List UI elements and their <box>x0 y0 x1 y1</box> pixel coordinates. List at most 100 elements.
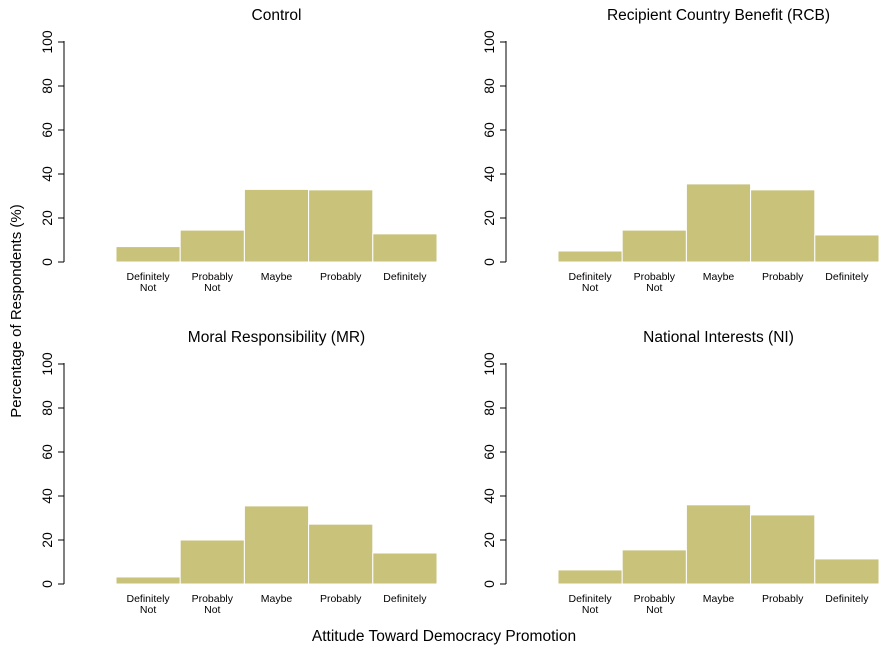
y-tick-label: 20 <box>39 210 55 226</box>
bar-4 <box>308 523 374 585</box>
bar-1 <box>557 569 623 585</box>
x-tick-label-line: Definitely <box>569 593 613 605</box>
x-tick-label-line: Probably <box>634 271 676 283</box>
x-tick-label: Definitely <box>825 271 869 283</box>
y-tick-label: 80 <box>39 78 55 94</box>
y-tick-label: 60 <box>39 444 55 460</box>
x-tick-label: Maybe <box>261 271 293 283</box>
x-tick-label: Definitely <box>383 593 427 605</box>
x-tick-label: Definitely Not <box>127 271 171 294</box>
x-tick-label: Definitely Not <box>569 271 613 294</box>
bar-4 <box>308 189 374 263</box>
bar-5 <box>814 558 880 585</box>
bar-2 <box>621 549 687 585</box>
bar-3 <box>243 505 310 585</box>
x-tick-label-line: Probably <box>192 271 234 283</box>
bar-2 <box>621 229 687 263</box>
y-tick-label: 0 <box>481 258 497 266</box>
y-tick-label: 60 <box>481 444 497 460</box>
bar-3 <box>243 188 310 263</box>
y-tick-label: 0 <box>39 580 55 588</box>
x-tick-label-line: Probably <box>320 593 362 605</box>
y-tick-label: 20 <box>39 532 55 548</box>
panel-title: Moral Responsibility (MR) <box>188 329 365 346</box>
y-tick-label: 40 <box>481 488 497 504</box>
y-tick-label: 60 <box>39 122 55 138</box>
x-tick-label-line: Not <box>646 604 662 616</box>
x-tick-label-line: Not <box>582 604 598 616</box>
bar-2 <box>179 229 245 263</box>
y-tick-label: 60 <box>481 122 497 138</box>
x-tick-label-line: Probably <box>762 593 804 605</box>
bar-4 <box>750 189 816 263</box>
x-tick-label-line: Definitely <box>383 271 427 283</box>
x-tick-label-line: Not <box>204 282 220 294</box>
x-tick-label: Maybe <box>261 593 293 605</box>
x-tick-label: Probably Not <box>634 271 676 294</box>
x-tick-label-line: Probably <box>762 271 804 283</box>
bar-4 <box>750 514 816 585</box>
x-tick-label: Probably Not <box>192 271 234 294</box>
x-tick-label-line: Definitely <box>383 593 427 605</box>
y-tick-label: 80 <box>481 400 497 416</box>
x-tick-label: Maybe <box>703 271 735 283</box>
y-tick-label: 0 <box>39 258 55 266</box>
bar-2 <box>179 539 245 585</box>
x-tick-label-line: Not <box>582 282 598 294</box>
panel-title: National Interests (NI) <box>643 329 794 346</box>
y-tick-label: 20 <box>481 210 497 226</box>
x-tick-label-line: Probably <box>320 271 362 283</box>
x-tick-label-line: Not <box>140 604 156 616</box>
bar-5 <box>814 234 880 263</box>
x-tick-label: Definitely Not <box>127 593 171 616</box>
x-tick-label-line: Not <box>204 604 220 616</box>
y-tick-label: 100 <box>481 30 497 54</box>
x-tick-label-line: Definitely <box>127 271 171 283</box>
bar-5 <box>372 233 438 263</box>
panel-title: Control <box>252 7 302 24</box>
x-tick-label-line: Maybe <box>703 593 735 605</box>
bar-1 <box>557 250 623 263</box>
x-tick-label-line: Probably <box>634 593 676 605</box>
y-tick-label: 40 <box>39 488 55 504</box>
chart-panel-2: Recipient Country Benefit (RCB) 0 20 40 60 80… <box>481 7 880 294</box>
x-tick-label: Probably <box>762 593 804 605</box>
x-tick-label-line: Maybe <box>261 271 293 283</box>
x-tick-label-line: Definitely <box>127 593 171 605</box>
bar-3 <box>685 504 752 585</box>
y-tick-label: 40 <box>39 166 55 182</box>
x-tick-label-line: Definitely <box>825 593 869 605</box>
x-tick-label-line: Probably <box>192 593 234 605</box>
chart-panel-3: Moral Responsibility (MR) 0 20 40 60 80 100 Def… <box>39 329 438 616</box>
x-tick-label-line: Not <box>646 282 662 294</box>
y-tick-label: 20 <box>481 532 497 548</box>
x-tick-label: Probably Not <box>192 593 234 616</box>
x-tick-label-line: Definitely <box>825 271 869 283</box>
figure-xlabel: Attitude Toward Democracy Promotion <box>312 628 576 645</box>
x-tick-label-line: Not <box>140 282 156 294</box>
x-tick-label: Probably Not <box>634 593 676 616</box>
x-tick-label-line: Maybe <box>261 593 293 605</box>
y-tick-label: 100 <box>39 30 55 54</box>
x-tick-label: Probably <box>762 271 804 283</box>
x-tick-label: Definitely <box>825 593 869 605</box>
x-tick-label: Maybe <box>703 593 735 605</box>
x-tick-label-line: Maybe <box>703 271 735 283</box>
x-tick-label-line: Definitely <box>569 271 613 283</box>
y-tick-label: 40 <box>481 166 497 182</box>
x-tick-label: Definitely <box>383 271 427 283</box>
panel-title: Recipient Country Benefit (RCB) <box>607 7 830 24</box>
y-tick-label: 80 <box>39 400 55 416</box>
bar-1 <box>115 246 181 263</box>
bar-5 <box>372 552 438 585</box>
y-tick-label: 80 <box>481 78 497 94</box>
x-tick-label: Definitely Not <box>569 593 613 616</box>
x-tick-label: Probably <box>320 593 362 605</box>
y-tick-label: 100 <box>39 352 55 376</box>
y-tick-label: 100 <box>481 352 497 376</box>
chart-panel-4: National Interests (NI) 0 20 40 60 80 100 Defin… <box>481 329 880 616</box>
bar-1 <box>115 576 181 585</box>
bar-3 <box>685 183 752 263</box>
